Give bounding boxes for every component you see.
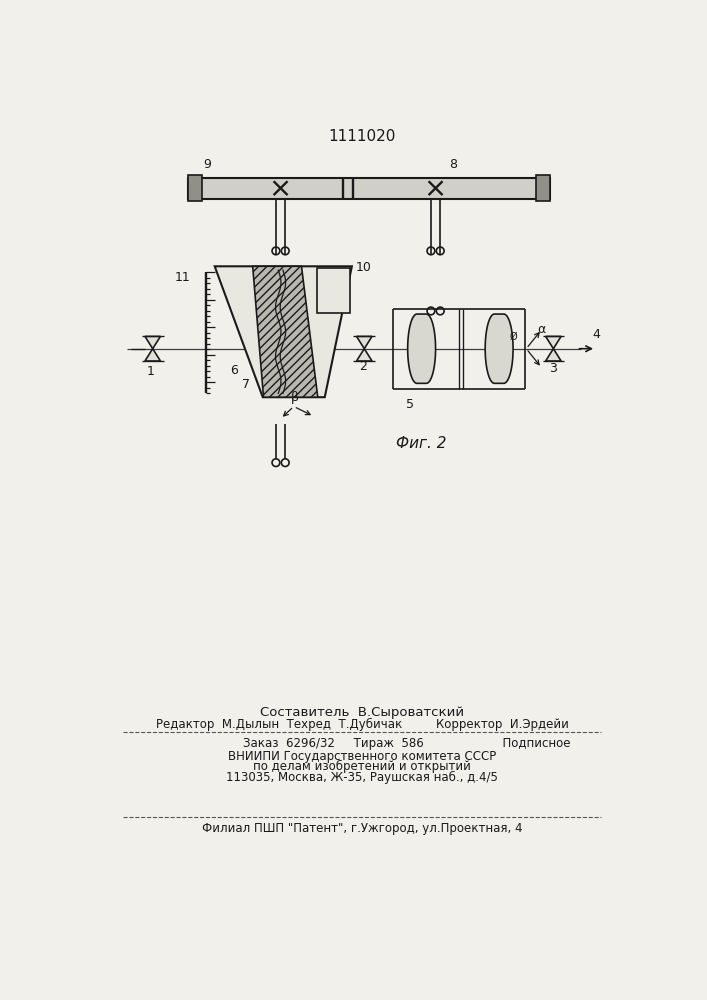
Text: β: β [291,391,298,404]
Text: 11: 11 [174,271,190,284]
Text: 6: 6 [230,364,238,377]
Polygon shape [145,349,160,361]
Text: 113035, Москва, Ж-35, Раушская наб., д.4/5: 113035, Москва, Ж-35, Раушская наб., д.4… [226,771,498,784]
Bar [187,175,201,201]
Text: α: α [537,323,545,336]
Polygon shape [215,266,352,397]
Text: 10: 10 [356,261,371,274]
Bar [317,268,349,312]
Text: 4: 4 [592,328,600,341]
Text: 5: 5 [406,398,414,411]
Text: ВНИИПИ Государственного комитета СССР: ВНИИПИ Государственного комитета СССР [228,750,496,763]
Text: Составитель  В.Сыроватский: Составитель В.Сыроватский [260,706,464,719]
Text: 3: 3 [549,362,557,375]
Text: по делам изобретений и открытий: по делам изобретений и открытий [253,760,471,773]
Text: Филиал ПШП "Патент", г.Ужгород, ул.Проектная, 4: Филиал ПШП "Патент", г.Ужгород, ул.Проек… [201,822,522,835]
Text: Ø: Ø [509,331,517,341]
Text: 2: 2 [360,360,368,373]
Text: 9: 9 [203,158,211,171]
Text: Заказ  6296/32     Тираж  586                     Подписное: Заказ 6296/32 Тираж 586 Подписное [243,737,571,750]
Polygon shape [546,349,561,361]
Polygon shape [356,336,372,349]
Polygon shape [408,314,436,383]
Bar [187,178,549,199]
Text: 1111020: 1111020 [328,129,396,144]
Text: Редактор  М.Дылын  Техред  Т.Дубичак         Корректор  И.Эрдейи: Редактор М.Дылын Техред Т.Дубичак Коррек… [156,718,568,731]
Text: 8: 8 [449,158,457,171]
Polygon shape [145,336,160,349]
Text: Фиг. 2: Фиг. 2 [397,436,447,451]
Bar [535,175,549,201]
Text: 7: 7 [243,378,250,391]
Polygon shape [485,314,513,383]
Polygon shape [356,349,372,361]
Text: 1: 1 [146,365,154,378]
Polygon shape [546,336,561,349]
Polygon shape [252,266,317,397]
